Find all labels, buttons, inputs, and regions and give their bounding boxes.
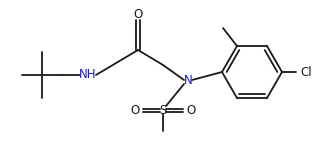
Text: O: O [186,103,195,117]
Text: O: O [131,103,140,117]
Text: N: N [183,74,192,87]
Text: S: S [159,103,167,117]
Text: NH: NH [79,69,97,81]
Text: O: O [134,9,143,21]
Text: Cl: Cl [300,66,312,78]
